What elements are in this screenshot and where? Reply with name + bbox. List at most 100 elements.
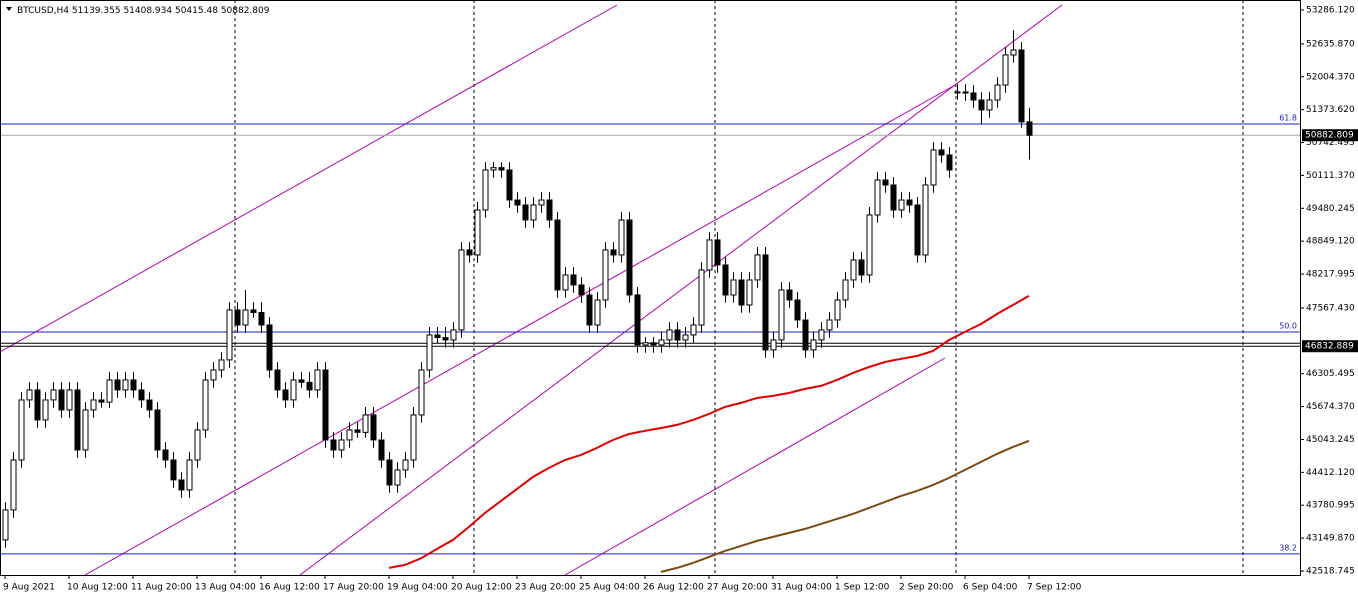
candle-body — [122, 379, 129, 391]
candle-body — [2, 509, 9, 541]
candle-body — [362, 414, 369, 433]
high: 51408.934 — [123, 6, 172, 16]
candle-body — [66, 389, 73, 411]
hline-price-label: 46832.889 — [1305, 342, 1354, 352]
candle-body — [26, 389, 33, 401]
candle-body — [810, 339, 817, 351]
candle-body — [10, 459, 17, 511]
candle-body — [930, 149, 937, 186]
candle-body — [778, 289, 785, 341]
candle-body — [410, 414, 417, 461]
trendline — [299, 4, 1063, 575]
y-tick-label: 52004.370 — [1306, 72, 1355, 82]
candle-body — [738, 279, 745, 306]
candle-body — [370, 414, 377, 441]
candle-body — [938, 149, 945, 156]
candle-body — [618, 219, 625, 256]
trendline — [564, 357, 946, 575]
candle-body — [714, 239, 721, 266]
candle-body — [858, 259, 865, 276]
candle-body — [482, 169, 489, 211]
x-tick-label: 7 Sep 12:00 — [1027, 583, 1082, 593]
candle-body — [818, 329, 825, 341]
close: 50882.809 — [221, 6, 270, 16]
x-tick-label: 27 Aug 20:00 — [707, 583, 768, 593]
candle-body — [722, 264, 729, 296]
candle-body — [498, 167, 505, 171]
candle-body — [914, 204, 921, 256]
candle-body — [434, 334, 441, 339]
fibo-label: 50.0 — [1279, 321, 1297, 330]
candle-body — [786, 289, 793, 301]
candle-body — [18, 399, 25, 461]
candle-body — [578, 284, 585, 296]
candle-body — [106, 379, 113, 403]
candle-body — [458, 249, 465, 331]
candle-body — [170, 459, 177, 481]
symbol: BTCUSD,H4 — [17, 6, 69, 16]
candle-body — [186, 459, 193, 491]
y-tick-label: 49480.245 — [1306, 204, 1355, 214]
candle-body — [842, 279, 849, 301]
x-tick-label: 17 Aug 20:00 — [323, 583, 384, 593]
y-tick-label: 47567.430 — [1306, 303, 1355, 313]
candle-body — [42, 399, 49, 421]
x-tick-label: 10 Aug 12:00 — [67, 583, 128, 593]
candle-body — [34, 389, 41, 421]
x-tick-label: 20 Aug 12:00 — [451, 583, 512, 593]
candle-body — [970, 92, 977, 101]
candle-body — [962, 91, 969, 94]
candle-body — [754, 254, 761, 281]
y-tick-label: 48217.995 — [1306, 270, 1355, 280]
candle-body — [386, 459, 393, 486]
candle-body — [770, 339, 777, 351]
candle-body — [130, 379, 137, 391]
candle-body — [82, 409, 89, 451]
candle-body — [258, 312, 265, 326]
candle-body — [306, 381, 313, 391]
candle-body — [90, 399, 97, 411]
y-tick-label: 51373.620 — [1306, 105, 1355, 115]
candle-body — [538, 199, 545, 206]
candle-body — [562, 274, 569, 291]
candle-body — [690, 324, 697, 336]
candle-body — [114, 379, 121, 391]
candle-body — [266, 324, 273, 371]
candle-body — [202, 379, 209, 431]
candle-body — [706, 239, 713, 271]
bid-price-box — [1302, 129, 1358, 142]
candle-body — [418, 369, 425, 416]
candle-body — [314, 369, 321, 391]
candle-body — [50, 389, 57, 401]
hline-price-box — [1302, 340, 1358, 353]
candle-body — [426, 334, 433, 371]
candle-body — [330, 439, 337, 451]
candle-body — [466, 249, 473, 256]
candle-body — [954, 91, 961, 94]
candle-body — [354, 429, 361, 433]
candle-body — [1026, 121, 1033, 136]
y-tick-label: 44412.120 — [1306, 468, 1355, 478]
moving-average — [388, 295, 1030, 569]
candle-body — [226, 309, 233, 361]
candle-body — [490, 167, 497, 171]
x-tick-label: 11 Aug 20:00 — [131, 583, 192, 593]
candle-body — [154, 409, 161, 451]
candle-body — [546, 199, 553, 221]
candle-body — [874, 179, 881, 216]
candle-body — [442, 337, 449, 341]
x-tick-label: 6 Sep 04:00 — [963, 583, 1018, 593]
x-tick-label: 1 Sep 12:00 — [835, 583, 890, 593]
candle-body — [762, 254, 769, 351]
candle-body — [906, 199, 913, 206]
candle-body — [850, 259, 857, 281]
candle-body — [922, 184, 929, 256]
candle-body — [610, 249, 617, 256]
candle-body — [322, 369, 329, 441]
candle-body — [586, 294, 593, 326]
candle-body — [1002, 54, 1009, 86]
candle-body — [698, 269, 705, 326]
candle-body — [986, 99, 993, 111]
